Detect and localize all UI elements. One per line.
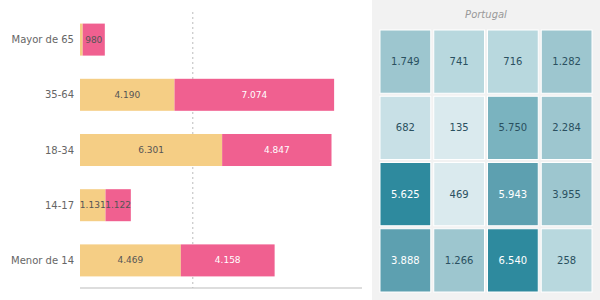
data-label: 980 (85, 35, 102, 45)
category-label: 18-34 (45, 145, 74, 156)
bar-segment (222, 134, 331, 166)
category-label: Mayor de 65 (12, 34, 75, 45)
map-region (541, 229, 592, 292)
data-labels: 980 4.190 7.074 6.301 4.847 1.1311.122 4.469 4.… (80, 35, 290, 266)
map-label: 5.750 (499, 122, 528, 133)
map-region (488, 30, 539, 93)
bar-segment (83, 24, 105, 56)
data-label: 6.301 (138, 145, 164, 155)
map-region (380, 30, 431, 93)
bar-segment (80, 79, 175, 111)
map-region (434, 96, 485, 159)
map-region (434, 30, 485, 93)
map-label: 2.284 (552, 122, 581, 133)
data-label: 4.469 (118, 255, 144, 265)
map-region (488, 96, 539, 159)
data-label: 4.158 (215, 255, 241, 265)
bar-segment (181, 244, 275, 276)
map-label: 1.749 (391, 56, 420, 67)
data-label: 4.190 (114, 90, 140, 100)
x-axis-line (80, 288, 362, 289)
map-label: 135 (450, 122, 469, 133)
data-label: 1.122 (105, 200, 131, 210)
annotation: Portugal (465, 9, 507, 20)
map-region (434, 163, 485, 226)
map-region (380, 96, 431, 159)
data-label: 1.131 (80, 200, 106, 210)
map-panel (372, 0, 600, 300)
bar-segment (106, 189, 131, 221)
chart-root: 980 4.190 7.074 6.301 4.847 1.1311.122 4.469 4.… (0, 0, 600, 300)
map-label: 3.888 (391, 255, 420, 266)
data-label: 4.847 (264, 145, 290, 155)
category-label: 14-17 (45, 200, 74, 211)
map-region (541, 30, 592, 93)
map-label: 1.282 (552, 56, 581, 67)
map-region (541, 96, 592, 159)
data-label: 7.074 (241, 90, 267, 100)
map-label: 741 (450, 56, 469, 67)
bar-segment (80, 189, 106, 221)
map-label: 469 (450, 189, 469, 200)
map-label: 3.955 (552, 189, 581, 200)
bar-segment (80, 134, 222, 166)
category-label: 35-64 (45, 89, 74, 100)
map-label: 1.266 (445, 255, 474, 266)
map-label: 5.625 (391, 189, 420, 200)
map-label: 5.943 (499, 189, 528, 200)
bar-segment (80, 24, 83, 56)
map-region (380, 163, 431, 226)
map-region (488, 163, 539, 226)
map-region (541, 163, 592, 226)
bar-segment (175, 79, 335, 111)
bars (80, 24, 334, 277)
map-label: 716 (503, 56, 522, 67)
category-label: Menor de 14 (11, 255, 74, 266)
map-label: 6.540 (499, 255, 528, 266)
map-region (488, 229, 539, 292)
map-label: 682 (396, 122, 415, 133)
map-label: 258 (557, 255, 576, 266)
map-region (380, 229, 431, 292)
bar-segment (80, 244, 181, 276)
map-region (434, 229, 485, 292)
